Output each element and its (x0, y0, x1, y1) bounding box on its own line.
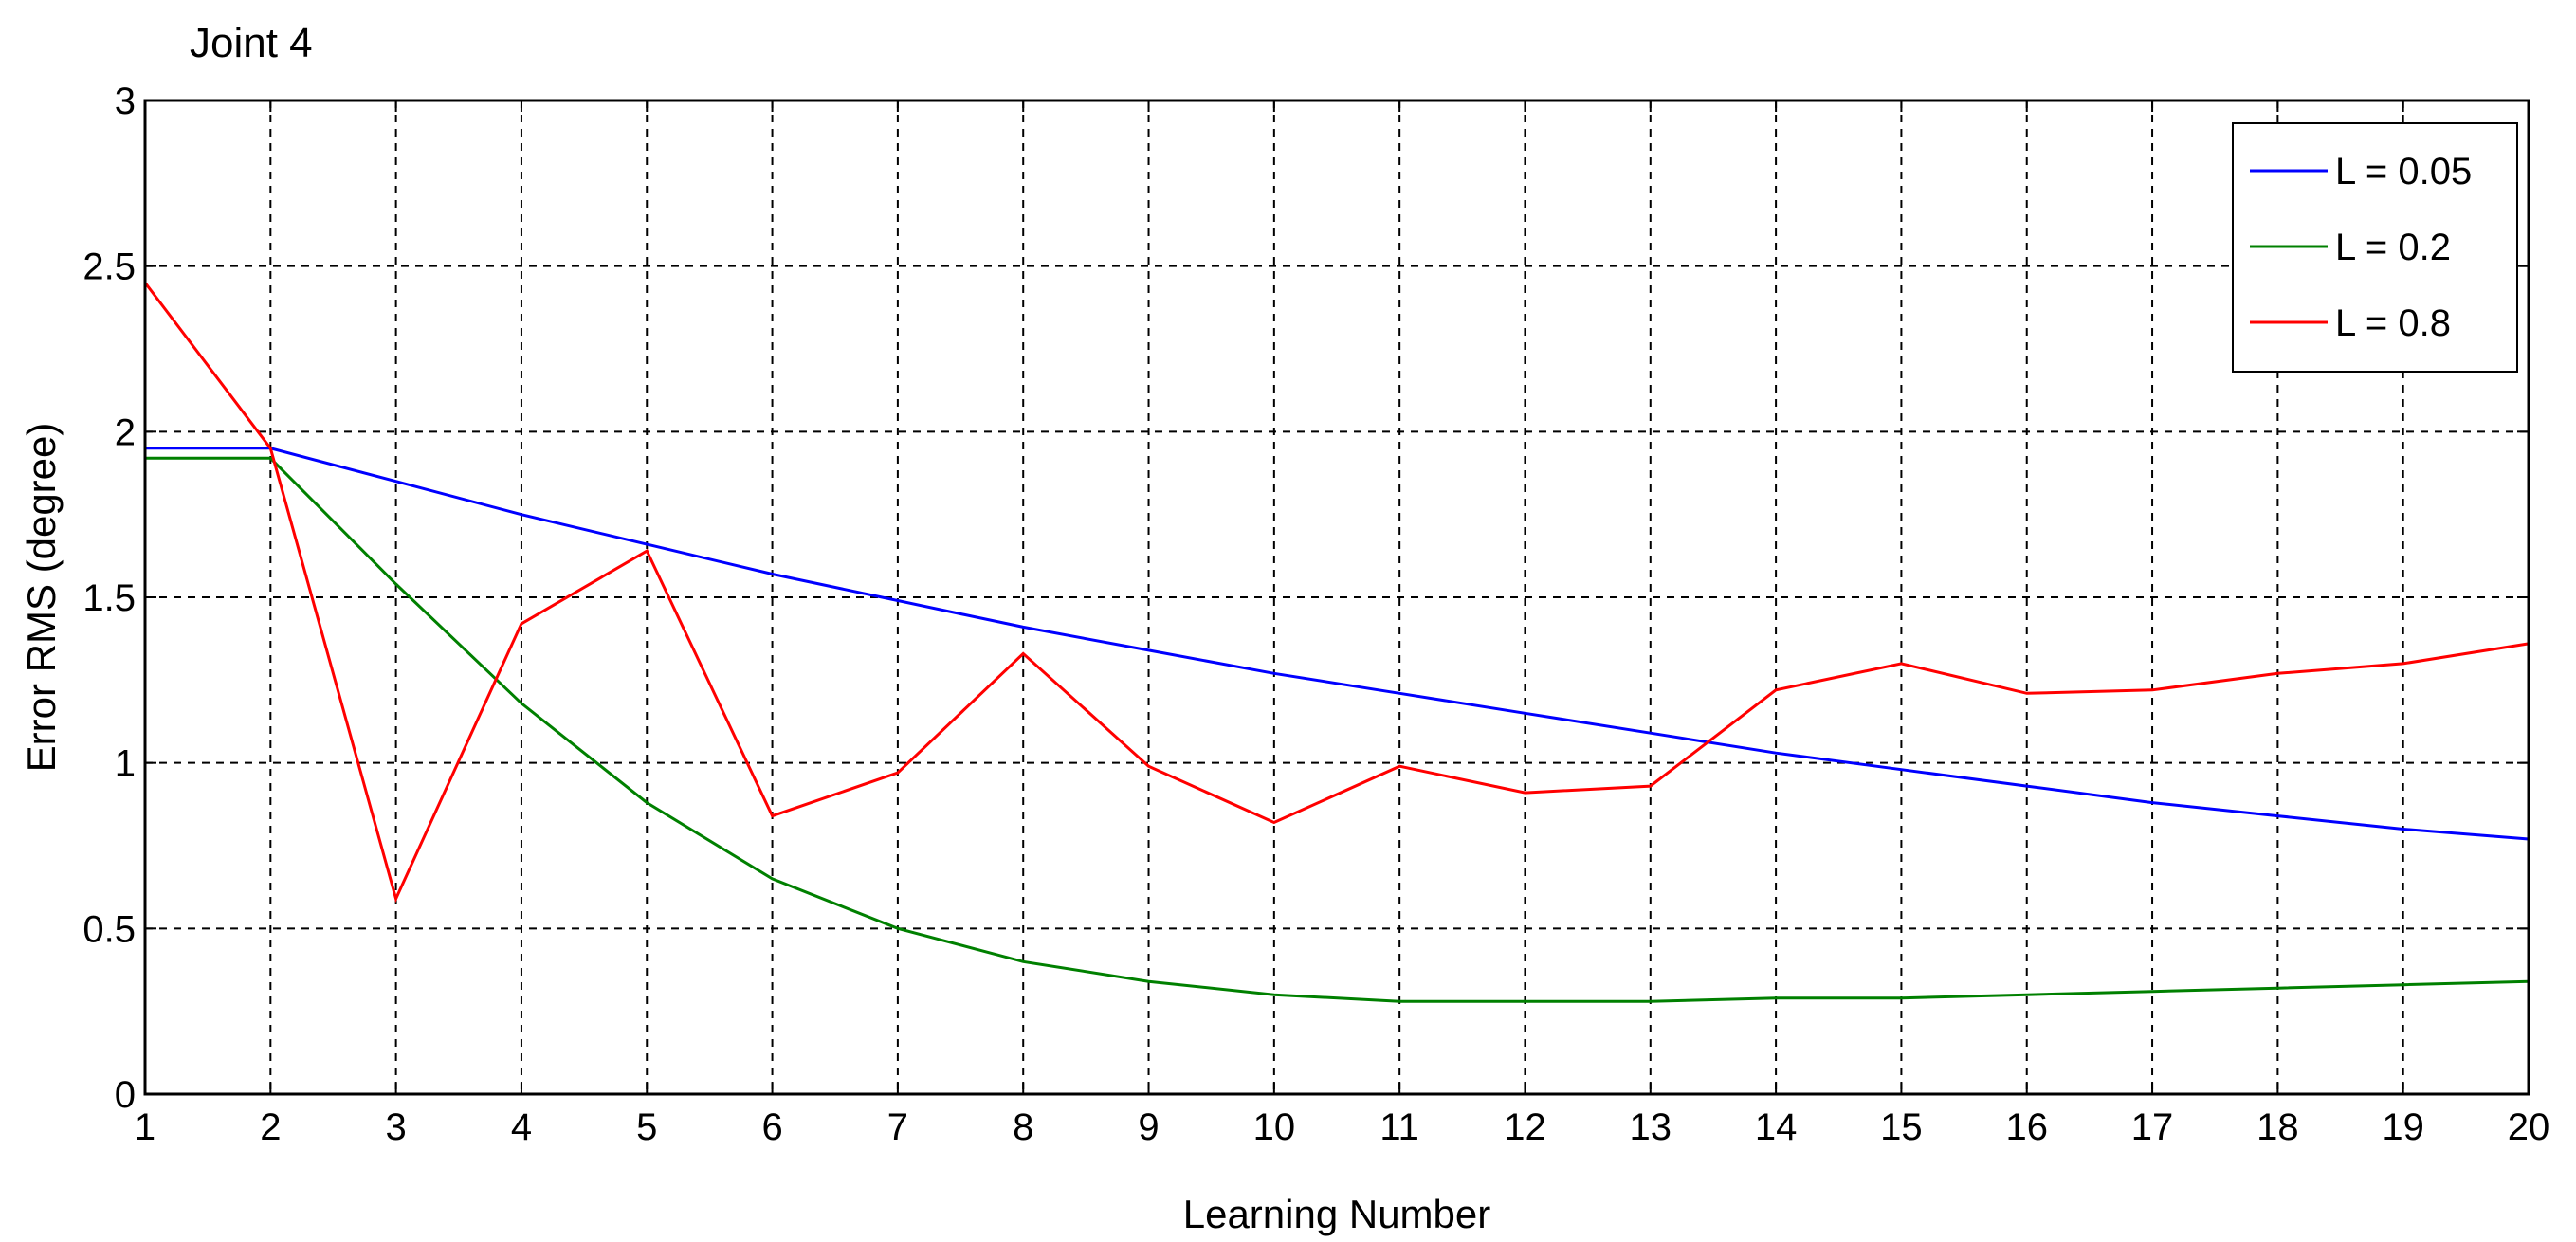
series-lines (143, 282, 2530, 1003)
y-axis-ticks: 0 0.5 1 1.5 2 2.5 3 (82, 81, 2529, 1116)
y-tick-label: 1 (115, 743, 136, 785)
x-tick-label: 9 (1138, 1106, 1159, 1148)
y-tick-label: 0 (115, 1074, 136, 1116)
y-tick-label: 1.5 (82, 577, 136, 619)
grid (145, 100, 2529, 1094)
legend-label: L = 0.05 (2335, 151, 2472, 192)
x-tick-label: 13 (1630, 1106, 1672, 1148)
legend-label: L = 0.2 (2335, 227, 2451, 268)
x-tick-label: 16 (2005, 1106, 2048, 1148)
x-tick-label: 11 (1379, 1106, 1419, 1148)
series-line-3 (143, 282, 2530, 904)
legend: L = 0.05 L = 0.2 L = 0.8 (2232, 122, 2518, 373)
x-tick-label: 20 (2508, 1106, 2550, 1148)
x-tick-label: 18 (2256, 1106, 2299, 1148)
chart-title: Joint 4 (190, 20, 313, 66)
y-tick-label: 3 (115, 81, 136, 122)
y-tick-label: 2 (115, 411, 136, 453)
x-tick-label: 3 (386, 1106, 407, 1148)
series-line-2 (145, 456, 2530, 1003)
x-tick-label: 17 (2131, 1106, 2174, 1148)
series-line-1 (145, 447, 2530, 841)
x-axis-ticks: 1 2 3 4 5 6 7 8 9 10 11 12 13 14 15 16 17 18 19 20 (135, 100, 2549, 1148)
x-tick-label: 8 (1013, 1106, 1033, 1148)
x-tick-label: 5 (636, 1106, 657, 1148)
x-tick-label: 15 (1880, 1106, 1923, 1148)
x-tick-label: 19 (2382, 1106, 2424, 1148)
x-tick-label: 7 (887, 1106, 908, 1148)
x-tick-label: 6 (761, 1106, 782, 1148)
x-tick-label: 1 (135, 1106, 155, 1148)
y-tick-label: 2.5 (82, 247, 136, 288)
x-tick-label: 4 (511, 1106, 532, 1148)
x-tick-label: 14 (1755, 1106, 1798, 1148)
y-axis-label: Error RMS (degree) (19, 423, 64, 773)
x-tick-label: 10 (1253, 1106, 1296, 1148)
x-tick-label: 2 (260, 1106, 281, 1148)
y-tick-label: 0.5 (82, 908, 136, 950)
x-axis-label: Learning Number (1183, 1192, 1491, 1236)
legend-label: L = 0.8 (2335, 302, 2451, 344)
x-tick-label: 12 (1504, 1106, 1546, 1148)
